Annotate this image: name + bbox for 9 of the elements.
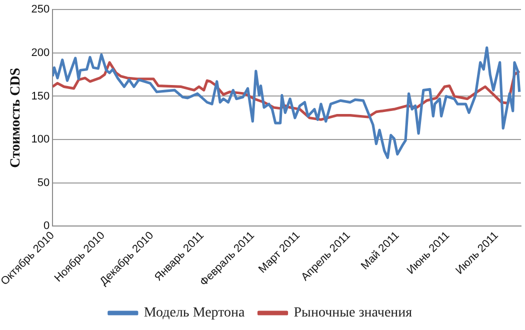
legend-label: Модель Мертона <box>144 306 246 321</box>
y-tick-label: 150 <box>31 90 50 102</box>
y-tick-label: 100 <box>31 134 50 146</box>
y-tick-label: 0 <box>43 220 50 232</box>
y-tick-label: 50 <box>37 176 50 189</box>
y-tick-label: 250 <box>31 4 50 16</box>
y-tick-label: 200 <box>31 46 50 59</box>
legend-label: Рыночные значения <box>294 306 413 321</box>
y-axis-title: Стоимость CDS <box>8 68 24 168</box>
